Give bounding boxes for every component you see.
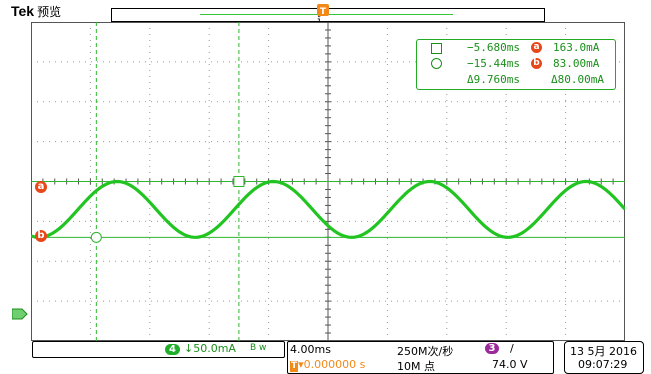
channel-scale: ↓50.0mA: [184, 342, 236, 355]
trigger-source-badge[interactable]: 3: [485, 343, 499, 354]
record-length: 10M 点: [397, 360, 435, 373]
channel-waveform: [31, 179, 625, 239]
trigger-position-letter: T: [320, 7, 327, 17]
cursor-lines: [31, 22, 625, 341]
brand-logo: Tek: [11, 3, 35, 19]
delta-time: Δ9.760ms: [467, 73, 520, 86]
square-cursor-handle: [233, 176, 245, 187]
square-cursor-time: −5.680ms: [467, 41, 520, 54]
trigger-offset-value: ▾0.000000 s: [298, 358, 366, 371]
delta-value: Δ80.00mA: [551, 73, 604, 86]
readout-marker-a: a: [531, 42, 542, 53]
reference-marker-a[interactable]: a: [35, 181, 47, 193]
sample-rate: 250M次/秒: [397, 345, 454, 358]
clock-label: 09:07:29: [578, 358, 628, 371]
trigger-slope-icon: /: [510, 342, 514, 355]
cursor-handles: [90, 176, 245, 243]
channel-settings-box[interactable]: [32, 341, 285, 358]
trigger-offset: T▾0.000000 s: [290, 358, 365, 372]
cursor-a-value: 163.0mA: [553, 41, 600, 54]
waveform-trace-group: [31, 179, 625, 239]
timebase-value: 4.00ms: [290, 343, 331, 356]
mode-label: 预览: [37, 5, 62, 19]
circle-cursor-handle: [90, 231, 102, 243]
brand-label: Tek 预览: [11, 4, 61, 20]
trigger-offset-badge: T: [290, 361, 299, 372]
channel-ground-marker[interactable]: [11, 305, 28, 320]
square-cursor-icon: [431, 43, 442, 54]
cursor-b-value: 83.00mA: [553, 57, 600, 70]
cursor-readout-panel: −5.680ms a 163.0mA −15.44ms b 83.00mA Δ9…: [416, 39, 616, 90]
bandwidth-limit-icon: B w: [250, 343, 267, 353]
channel-ground-icon: [11, 308, 28, 320]
trigger-position-top-marker[interactable]: T: [317, 3, 329, 17]
trigger-position-icon: T: [317, 4, 329, 17]
reference-marker-b[interactable]: b: [35, 230, 47, 242]
circle-cursor-icon: [431, 58, 442, 69]
trigger-level: 74.0 V: [492, 358, 528, 371]
readout-marker-b: b: [531, 58, 542, 69]
channel-badge[interactable]: 4: [165, 344, 180, 355]
circle-cursor-time: −15.44ms: [467, 57, 520, 70]
date-label: 13 5月 2016: [570, 345, 637, 358]
